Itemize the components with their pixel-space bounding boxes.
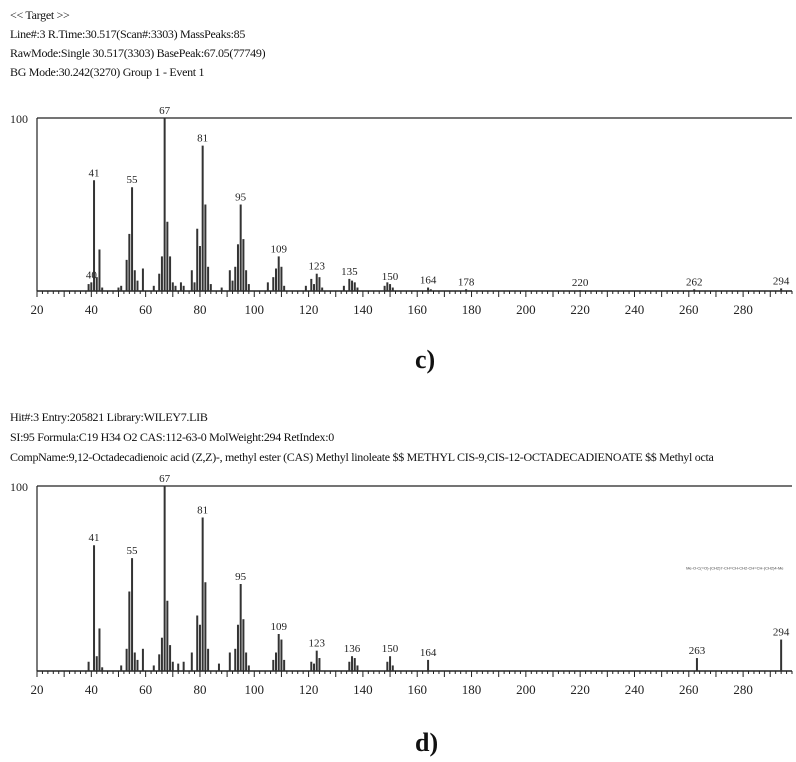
x-tick-label: 60 [139,302,152,317]
peak-label: 81 [197,133,208,145]
peak-label: 123 [308,261,325,273]
peak-label: 220 [572,277,589,289]
peak-label: 135 [341,266,358,278]
x-tick-label: 140 [353,682,373,697]
x-tick-label: 120 [299,302,319,317]
panel-c-header-line-1: << Target >> [10,8,70,22]
peak-label: 123 [308,638,325,650]
panel-c-header-line-4: BG Mode:30.242(3270) Group 1 - Event 1 [10,65,205,79]
peak-label: 263 [689,645,706,657]
peak-label: 164 [420,275,437,287]
x-tick-label: 60 [139,682,152,697]
peak-label: 40 [86,269,98,281]
peak-label: 41 [89,167,100,179]
x-tick-label: 200 [516,302,536,317]
x-tick-label: 280 [733,682,753,697]
y-axis-max-label: 100 [10,112,28,126]
panel-d-header-line-1: Hit#:3 Entry:205821 Library:WILEY7.LIB [10,410,208,424]
peak-label: 262 [686,276,703,288]
y-axis-max-label: 100 [10,480,28,494]
peak-label: 294 [773,627,790,639]
peak-label: 67 [159,105,171,117]
x-tick-label: 220 [570,302,590,317]
peak-label: 67 [159,473,171,485]
x-tick-label: 40 [85,682,98,697]
x-tick-label: 220 [570,682,590,697]
panel-c-header-line-2: Line#:3 R.Time:30.517(Scan#:3303) MassPe… [10,27,246,41]
x-tick-label: 80 [193,682,206,697]
x-tick-label: 260 [679,302,699,317]
x-tick-label: 20 [31,682,44,697]
peak-label: 150 [382,271,399,283]
x-tick-label: 100 [245,682,265,697]
x-tick-label: 200 [516,682,536,697]
x-tick-label: 180 [462,682,482,697]
mass-spectrum-c: 100 20 40 60 80 100 120 140 160 180 200 220 240 260 28… [10,105,793,317]
structure-formula: Me-O-C(=O)-(CH2)7-CH=CH-CH2-CH=CH-(CH2)4… [686,565,784,570]
peak-label: 109 [270,243,287,255]
peak-label: 95 [235,192,247,204]
peak-label: 95 [235,571,247,583]
panel-c-header-line-3: RawMode:Single 30.517(3303) BasePeak:67.… [10,46,266,60]
x-tick-label: 280 [733,302,753,317]
peak-label: 164 [420,647,437,659]
peak-label: 81 [197,504,208,516]
peak-label: 109 [270,621,287,633]
x-tick-label: 20 [31,302,44,317]
x-tick-label: 40 [85,302,98,317]
x-tick-label: 160 [407,682,427,697]
peak-label: 294 [773,275,790,287]
peak-label: 150 [382,643,399,655]
x-tick-label: 100 [245,302,265,317]
x-tick-label: 160 [407,302,427,317]
peak-label: 178 [458,276,475,288]
peak-label: 55 [127,545,139,557]
panel-d-header-line-3: CompName:9,12-Octadecadienoic acid (Z,Z)… [10,450,714,464]
peak-label: 41 [89,532,100,544]
panel-d-header-line-2: SI:95 Formula:C19 H34 O2 CAS:112-63-0 Mo… [10,430,334,444]
x-tick-label: 80 [193,302,206,317]
x-tick-label: 140 [353,302,373,317]
x-tick-label: 240 [625,682,645,697]
panel-label-c: c) [415,345,436,374]
panel-label-d: d) [415,728,439,757]
x-tick-label: 120 [299,682,319,697]
x-tick-label: 240 [625,302,645,317]
x-tick-label: 260 [679,682,699,697]
peak-label: 136 [344,643,361,655]
x-tick-label: 180 [462,302,482,317]
peak-label: 55 [127,174,139,186]
